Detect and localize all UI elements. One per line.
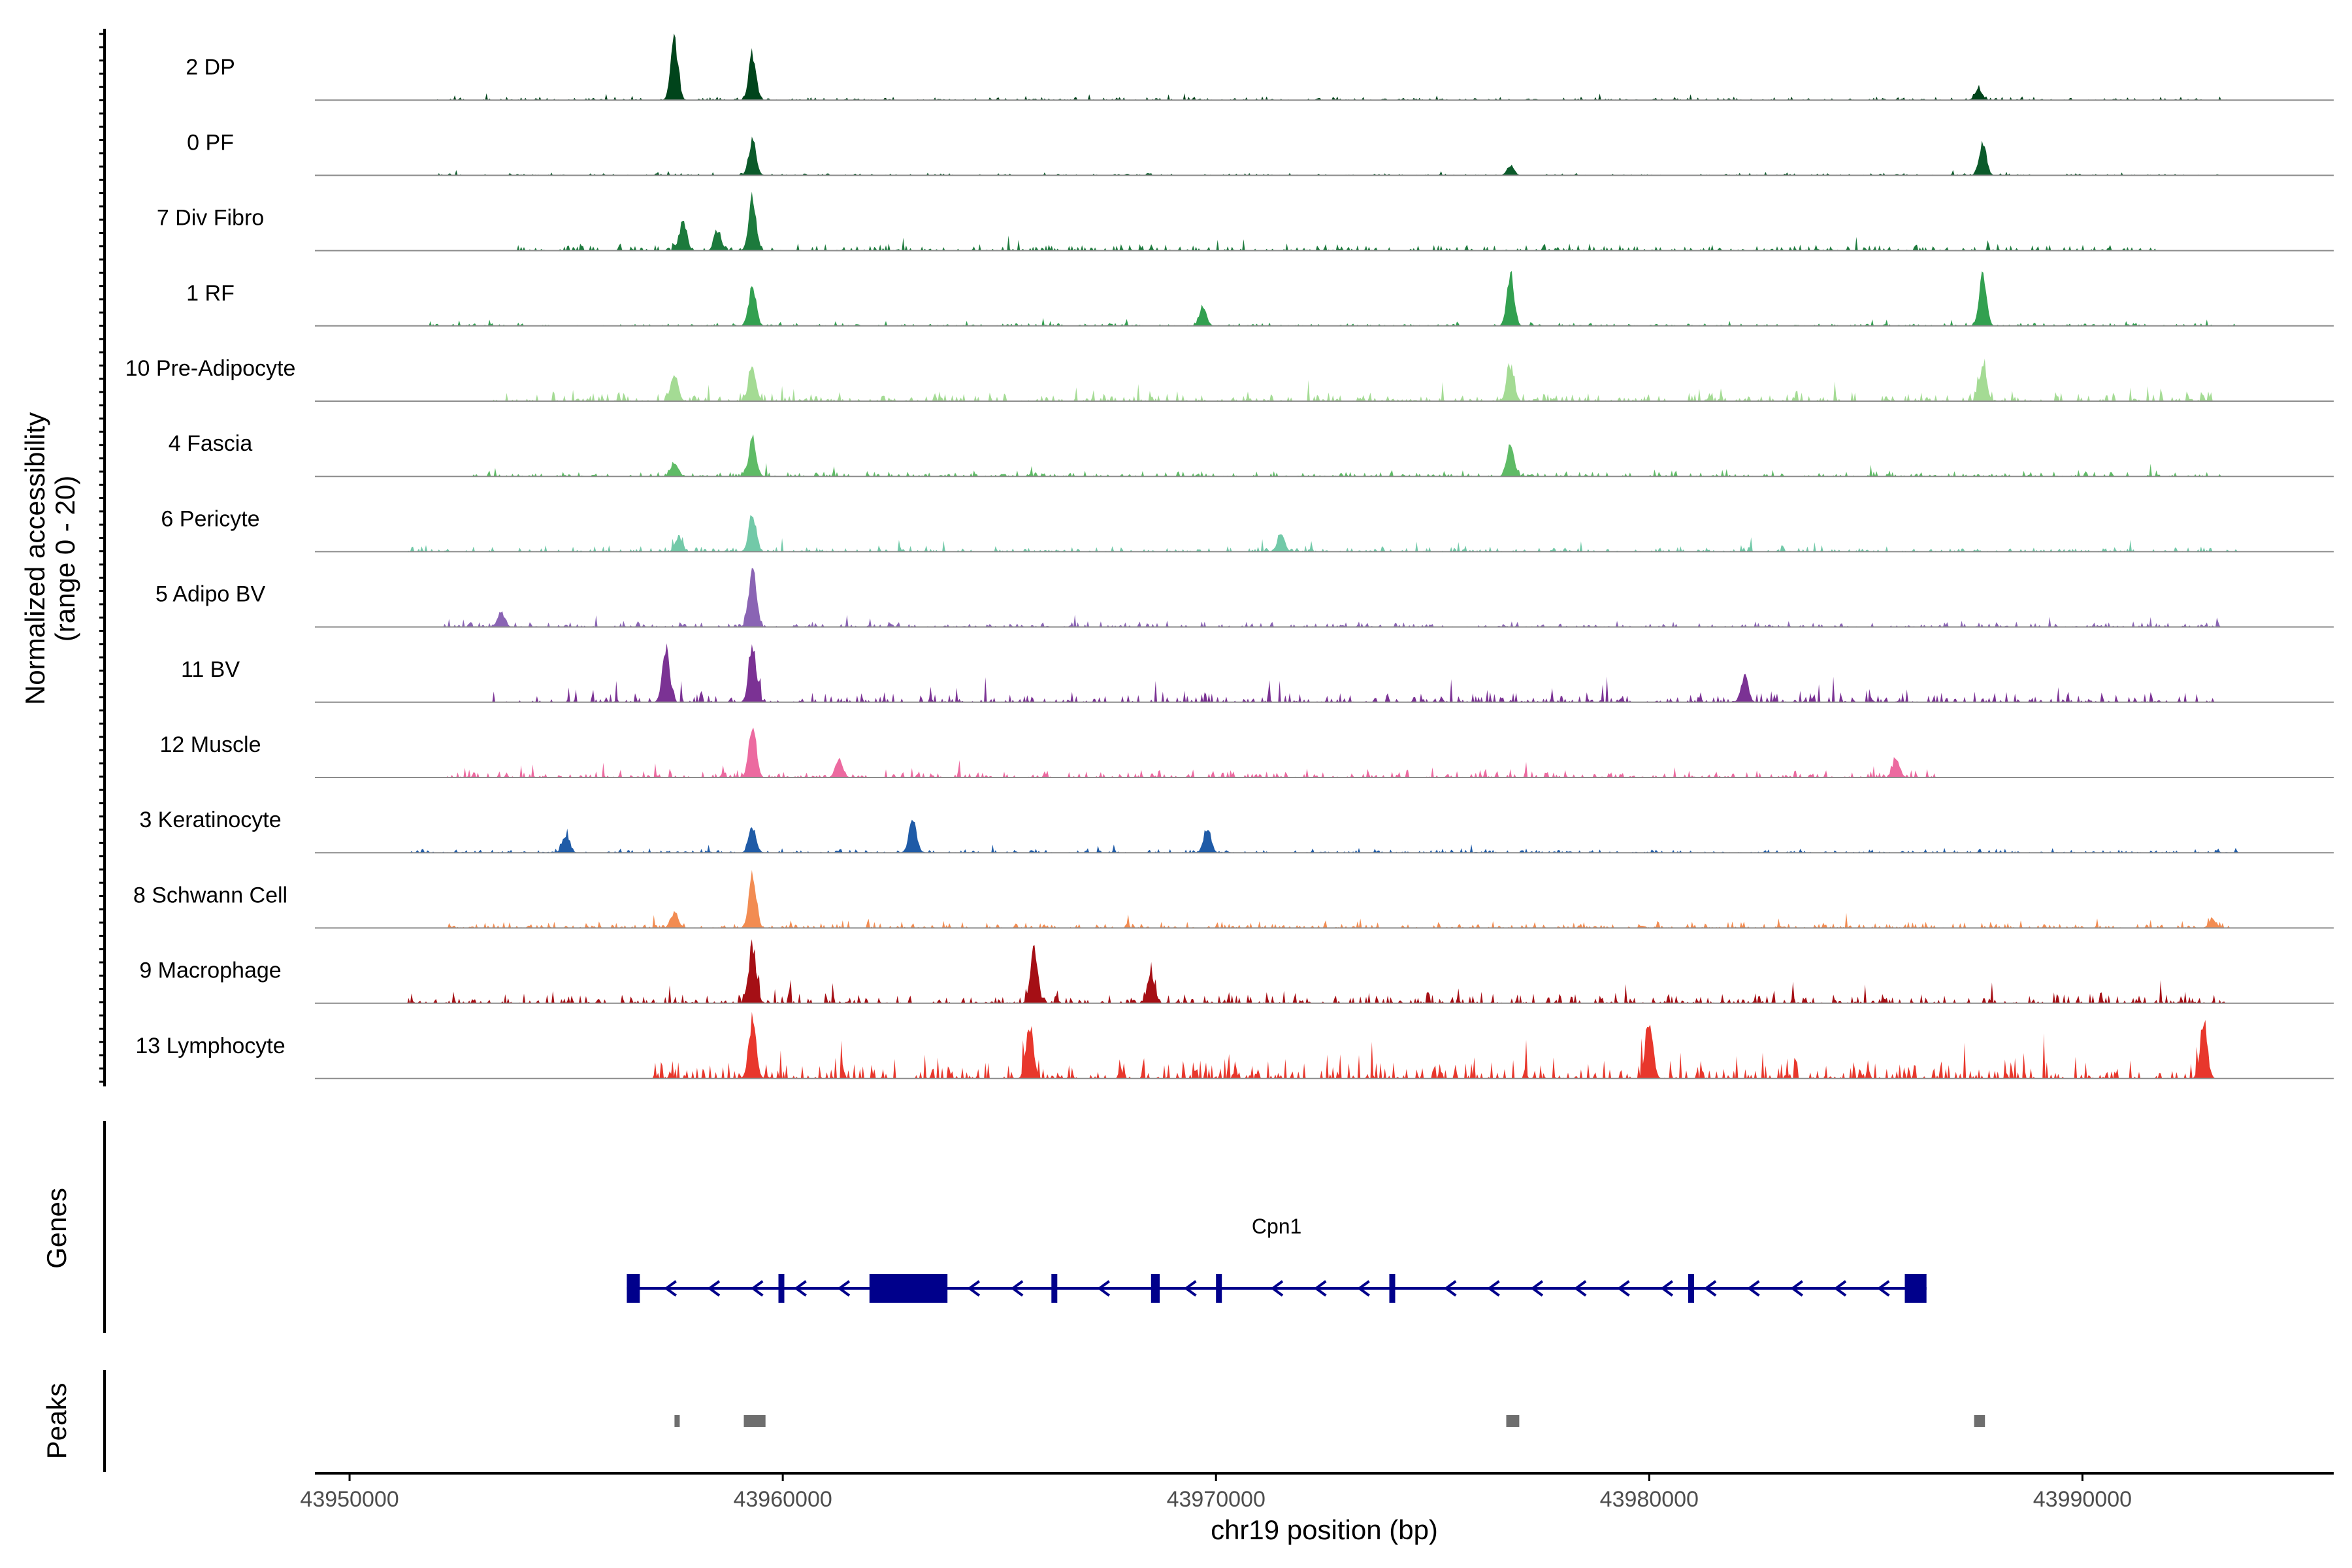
track-label: 1 RF: [186, 281, 235, 306]
x-tick-label: 43980000: [1600, 1487, 1699, 1512]
gene-strand-arrow: [1530, 1280, 1544, 1297]
track-label: 2 DP: [186, 55, 235, 80]
gene-strand-arrow: [837, 1280, 851, 1297]
track-signal-13: [315, 1011, 2334, 1079]
gene-strand-arrow: [967, 1280, 981, 1297]
x-tick-label: 43960000: [733, 1487, 832, 1512]
track-4: 10 Pre-Adipocyte: [125, 356, 2334, 402]
peak-region: [674, 1415, 680, 1427]
coverage-tracks: 2 DP 0 PF 7 Div Fibro 1 RF 10 Pre-Adipocyte 4…: [125, 33, 2334, 1079]
gene-strand-arrow: [1357, 1280, 1370, 1297]
x-axis: chr19 position (bp) 43950000 43960000 4397…: [300, 1472, 2334, 1545]
peak-region: [743, 1415, 766, 1427]
track-label: 10 Pre-Adipocyte: [125, 356, 296, 381]
y-axis-label: Normalized accessibility: [20, 412, 50, 705]
gene-strand-arrow: [1573, 1280, 1587, 1297]
track-10: 3 Keratinocyte: [139, 808, 2334, 854]
gene-exon: [1051, 1274, 1058, 1303]
genes-track-label: Genes: [41, 1188, 72, 1269]
track-label: 4 Fascia: [169, 431, 253, 456]
track-0: 2 DP: [186, 33, 2334, 101]
x-tick-label: 43950000: [300, 1487, 399, 1512]
gene-exon: [1389, 1274, 1396, 1303]
peak-region: [1974, 1415, 1985, 1427]
track-6: 6 Pericyte: [161, 506, 2334, 553]
gene-exon: [1904, 1274, 1927, 1303]
gene-annotation-track: Genes Cpn1: [41, 1121, 1927, 1333]
gene-exon: [778, 1274, 785, 1303]
track-signal-10: [315, 819, 2334, 853]
y-axis-range-label: (range 0 - 20): [50, 476, 80, 642]
gene-strand-arrow: [707, 1280, 721, 1297]
x-tick-label: 43990000: [2033, 1487, 2132, 1512]
gene-strand-arrow: [1617, 1280, 1630, 1297]
gene-exon: [869, 1274, 948, 1303]
track-12: 9 Macrophage: [139, 939, 2334, 1004]
track-label: 3 Keratinocyte: [139, 808, 281, 832]
track-signal-8: [315, 643, 2334, 702]
track-signal-6: [315, 515, 2334, 552]
gene-strand-arrow: [1487, 1280, 1500, 1297]
gene-strand-arrow: [1184, 1280, 1197, 1297]
track-signal-2: [315, 191, 2334, 251]
track-11: 8 Schwann Cell: [133, 870, 2334, 929]
gene-exon: [1216, 1274, 1222, 1303]
track-signal-4: [315, 358, 2334, 401]
gene-strand-arrow: [1790, 1280, 1803, 1297]
track-signal-12: [315, 939, 2334, 1004]
track-label: 8 Schwann Cell: [133, 883, 287, 907]
track-label: 6 Pericyte: [161, 506, 259, 531]
track-5: 4 Fascia: [169, 431, 2334, 478]
track-9: 12 Muscle: [160, 727, 2334, 778]
x-axis-title: chr19 position (bp): [1211, 1514, 1438, 1545]
gene-exon: [627, 1274, 640, 1303]
track-label: 7 Div Fibro: [157, 206, 264, 231]
track-signal-0: [315, 33, 2334, 101]
track-label: 13 Lymphocyte: [135, 1034, 285, 1058]
track-signal-7: [315, 568, 2334, 627]
track-3: 1 RF: [186, 270, 2334, 327]
peaks-track: Peaks: [41, 1370, 1985, 1472]
peak-region: [1506, 1415, 1520, 1427]
gene-strand-arrow: [1010, 1280, 1024, 1297]
track-label: 12 Muscle: [160, 732, 261, 757]
peaks-track-label: Peaks: [41, 1383, 72, 1460]
gene-strand-arrow: [750, 1280, 764, 1297]
track-1: 0 PF: [187, 130, 2334, 176]
gene-strand-arrow: [1660, 1280, 1674, 1297]
track-signal-11: [315, 870, 2334, 928]
gene-exon: [1688, 1274, 1694, 1303]
gene-exon: [1151, 1274, 1160, 1303]
coverage-y-axis: Normalized accessibility (range 0 - 20): [20, 29, 106, 1086]
track-7: 5 Adipo BV: [155, 568, 2334, 628]
gene-strand-arrow: [664, 1280, 677, 1297]
track-signal-9: [315, 727, 2334, 777]
gene-strand-arrow: [1313, 1280, 1327, 1297]
track-2: 7 Div Fibro: [157, 191, 2334, 252]
gene-strand-arrow: [1833, 1280, 1847, 1297]
gene-strand-arrow: [1443, 1280, 1457, 1297]
track-label: 11 BV: [181, 657, 240, 682]
gene-strand-arrow: [794, 1280, 807, 1297]
track-signal-1: [315, 137, 2334, 176]
gene-name-label: Cpn1: [1252, 1215, 1302, 1238]
gene-strand-arrow: [1877, 1280, 1890, 1297]
track-signal-3: [315, 270, 2334, 326]
track-label: 5 Adipo BV: [155, 582, 266, 607]
track-13: 13 Lymphocyte: [135, 1011, 2334, 1079]
x-tick-label: 43970000: [1167, 1487, 1266, 1512]
gene-strand-arrow: [1747, 1280, 1760, 1297]
gene-strand-arrow: [1703, 1280, 1717, 1297]
track-label: 0 PF: [187, 130, 234, 155]
track-label: 9 Macrophage: [139, 958, 281, 983]
track-signal-5: [315, 434, 2334, 477]
track-8: 11 BV: [181, 643, 2334, 703]
gene-strand-arrow: [1097, 1280, 1111, 1297]
gene-strand-arrow: [1270, 1280, 1284, 1297]
